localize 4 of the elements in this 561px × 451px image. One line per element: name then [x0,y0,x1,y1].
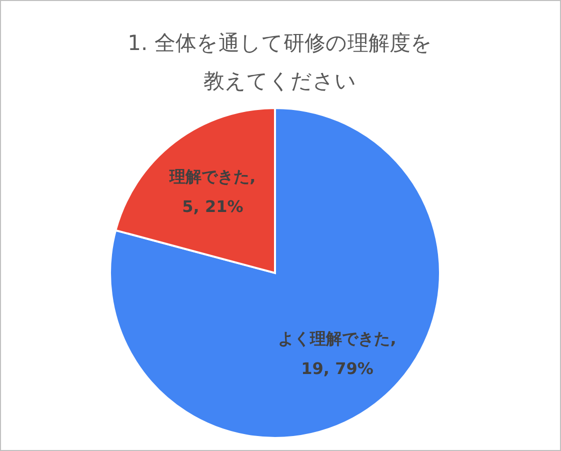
slice-label: よく理解できた, 19, 79% [277,328,398,380]
chart-title: 1. 全体を通して研修の理解度を教えてください [128,31,432,93]
slice-label: 理解できた, 5, 21% [168,166,257,218]
pie-slice [109,107,441,439]
